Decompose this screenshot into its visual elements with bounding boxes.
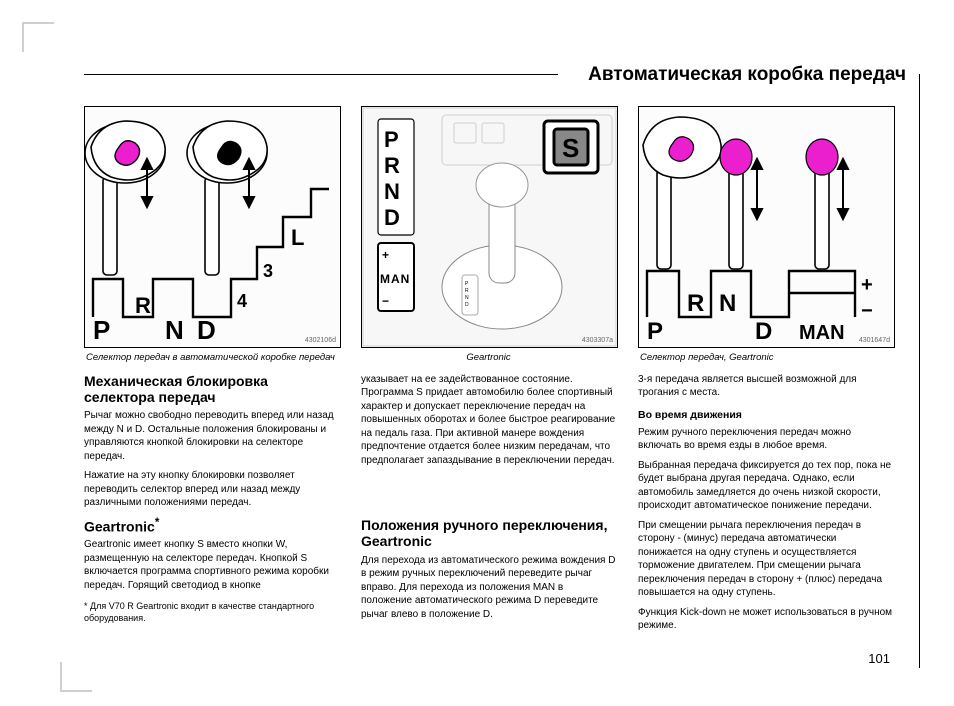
figure-1-number: 4302106d: [305, 336, 336, 345]
svg-text:MAN: MAN: [799, 322, 845, 344]
svg-text:+: +: [861, 274, 873, 296]
figure-3-caption: Селектор передач, Geartronic: [640, 352, 891, 365]
section-title: Автоматическая коробка передач: [580, 64, 906, 86]
label-p: P: [93, 315, 110, 345]
figure-3-number: 4301647d: [859, 336, 890, 345]
crop-mark-tl: [22, 22, 54, 52]
figure-3: P R N D MAN + − 4301647d: [638, 106, 895, 348]
label-r: R: [135, 293, 151, 318]
label-d: D: [197, 315, 216, 345]
col1-heading-2: Geartronic*: [84, 516, 339, 535]
svg-text:R: R: [465, 288, 469, 294]
label-4: 4: [237, 291, 247, 311]
svg-text:−: −: [382, 294, 390, 308]
label-l: L: [291, 225, 304, 250]
figure-2-caption: Geartronic: [363, 352, 614, 365]
col3-h3: Во время движения: [638, 408, 893, 422]
col2-p1: указывает на ее задействованное состояни…: [361, 373, 616, 468]
col3-p1: 3-я передача является высшей возможной д…: [638, 373, 893, 400]
rule-right: [919, 74, 920, 668]
svg-text:D: D: [465, 302, 469, 308]
svg-text:D: D: [384, 205, 400, 230]
svg-text:D: D: [755, 318, 772, 345]
svg-text:MAN: MAN: [380, 272, 410, 286]
col1-footnote: * Для V70 R Geartronic входит в качестве…: [84, 600, 339, 624]
svg-text:S: S: [562, 133, 579, 163]
page-number: 101: [868, 651, 890, 666]
rule-top: [84, 74, 558, 75]
col3-p4: При смещении рычага переключения передач…: [638, 519, 893, 600]
label-n: N: [165, 315, 184, 345]
svg-text:R: R: [384, 153, 400, 178]
columns: P R N D 4 3 L 4302106d Селектор передач …: [84, 106, 900, 639]
col1-p1: Рычаг можно свободно переводить вперед и…: [84, 409, 339, 463]
svg-text:P: P: [384, 127, 399, 152]
label-3: 3: [263, 261, 273, 281]
svg-text:+: +: [382, 248, 390, 262]
svg-text:N: N: [719, 290, 736, 317]
col3-p3: Выбранная передача фиксируется до тех по…: [638, 459, 893, 513]
figure-2-number: 4303307a: [582, 336, 613, 345]
col1-p2: Нажатие на эту кнопку блокировки позволя…: [84, 469, 339, 510]
svg-text:N: N: [465, 295, 469, 301]
svg-text:R: R: [687, 290, 704, 317]
page: Автоматическая коробка передач: [84, 64, 918, 670]
figure-1-caption: Селектор передач в автоматической коробк…: [86, 352, 337, 365]
svg-text:N: N: [384, 179, 400, 204]
svg-text:P: P: [647, 318, 663, 345]
col1-heading-1: Механическая блокировка селектора переда…: [84, 373, 339, 405]
figure-1: P R N D 4 3 L 4302106d: [84, 106, 341, 348]
col3-p5: Функция Kick-down не может использоватьс…: [638, 606, 893, 633]
figure-2: P R N D + MAN − S: [361, 106, 618, 348]
col-2: P R N D + MAN − S: [361, 106, 616, 639]
col3-p2: Режим ручного переключения передач можно…: [638, 426, 893, 453]
col1-p3: Geartronic имеет кнопку S вместо кнопки …: [84, 538, 339, 592]
col2-heading: Положения ручного переключения, Geartron…: [361, 517, 616, 549]
col-3: P R N D MAN + − 4301647d Селектор переда…: [638, 106, 893, 639]
col-1: P R N D 4 3 L 4302106d Селектор передач …: [84, 106, 339, 639]
svg-text:−: −: [861, 300, 873, 322]
col2-p2: Для перехода из автоматического режима в…: [361, 554, 616, 622]
